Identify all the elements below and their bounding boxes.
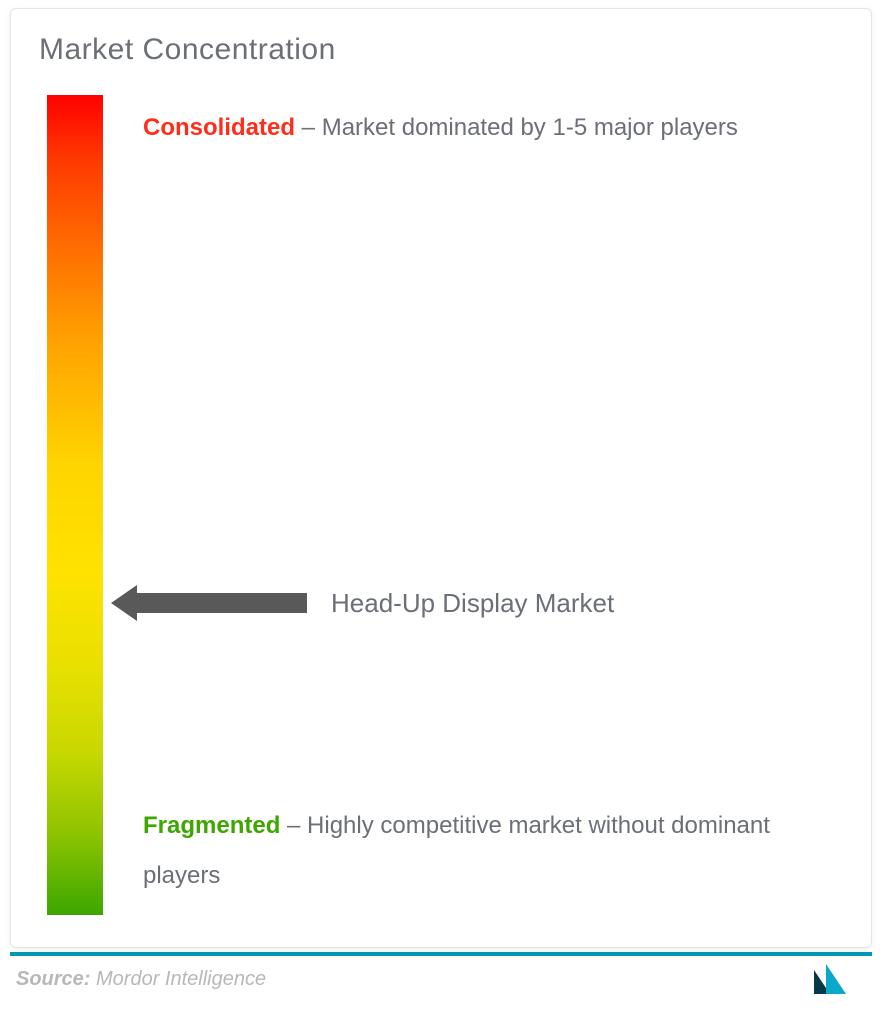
gradient-bar [47, 95, 103, 915]
arrow-shaft [137, 593, 307, 613]
source-text: Source: Mordor Intelligence [16, 968, 266, 991]
footer: Source: Mordor Intelligence [10, 952, 872, 1000]
source-label: Source: [16, 968, 90, 990]
fragmented-strong: Fragmented [143, 812, 280, 839]
consolidated-strong: Consolidated [143, 114, 295, 141]
arrow-head [111, 585, 137, 621]
consolidated-label: Consolidated – Market dominated by 1-5 m… [143, 103, 833, 153]
chart-title: Market Concentration [39, 33, 843, 67]
fragmented-label: Fragmented – Highly competitive market w… [143, 801, 833, 902]
chart-area: Consolidated – Market dominated by 1-5 m… [39, 95, 843, 925]
footer-row: Source: Mordor Intelligence [10, 956, 872, 994]
market-marker: Head-Up Display Market [111, 585, 614, 621]
consolidated-desc: – Market dominated by 1-5 major players [295, 114, 738, 141]
concentration-card: Market Concentration Consolidated – Mark… [10, 8, 872, 948]
arrow-left-icon [111, 585, 307, 621]
marker-label: Head-Up Display Market [331, 588, 614, 619]
source-value: Mordor Intelligence [90, 968, 266, 990]
brand-logo-icon [812, 964, 866, 994]
